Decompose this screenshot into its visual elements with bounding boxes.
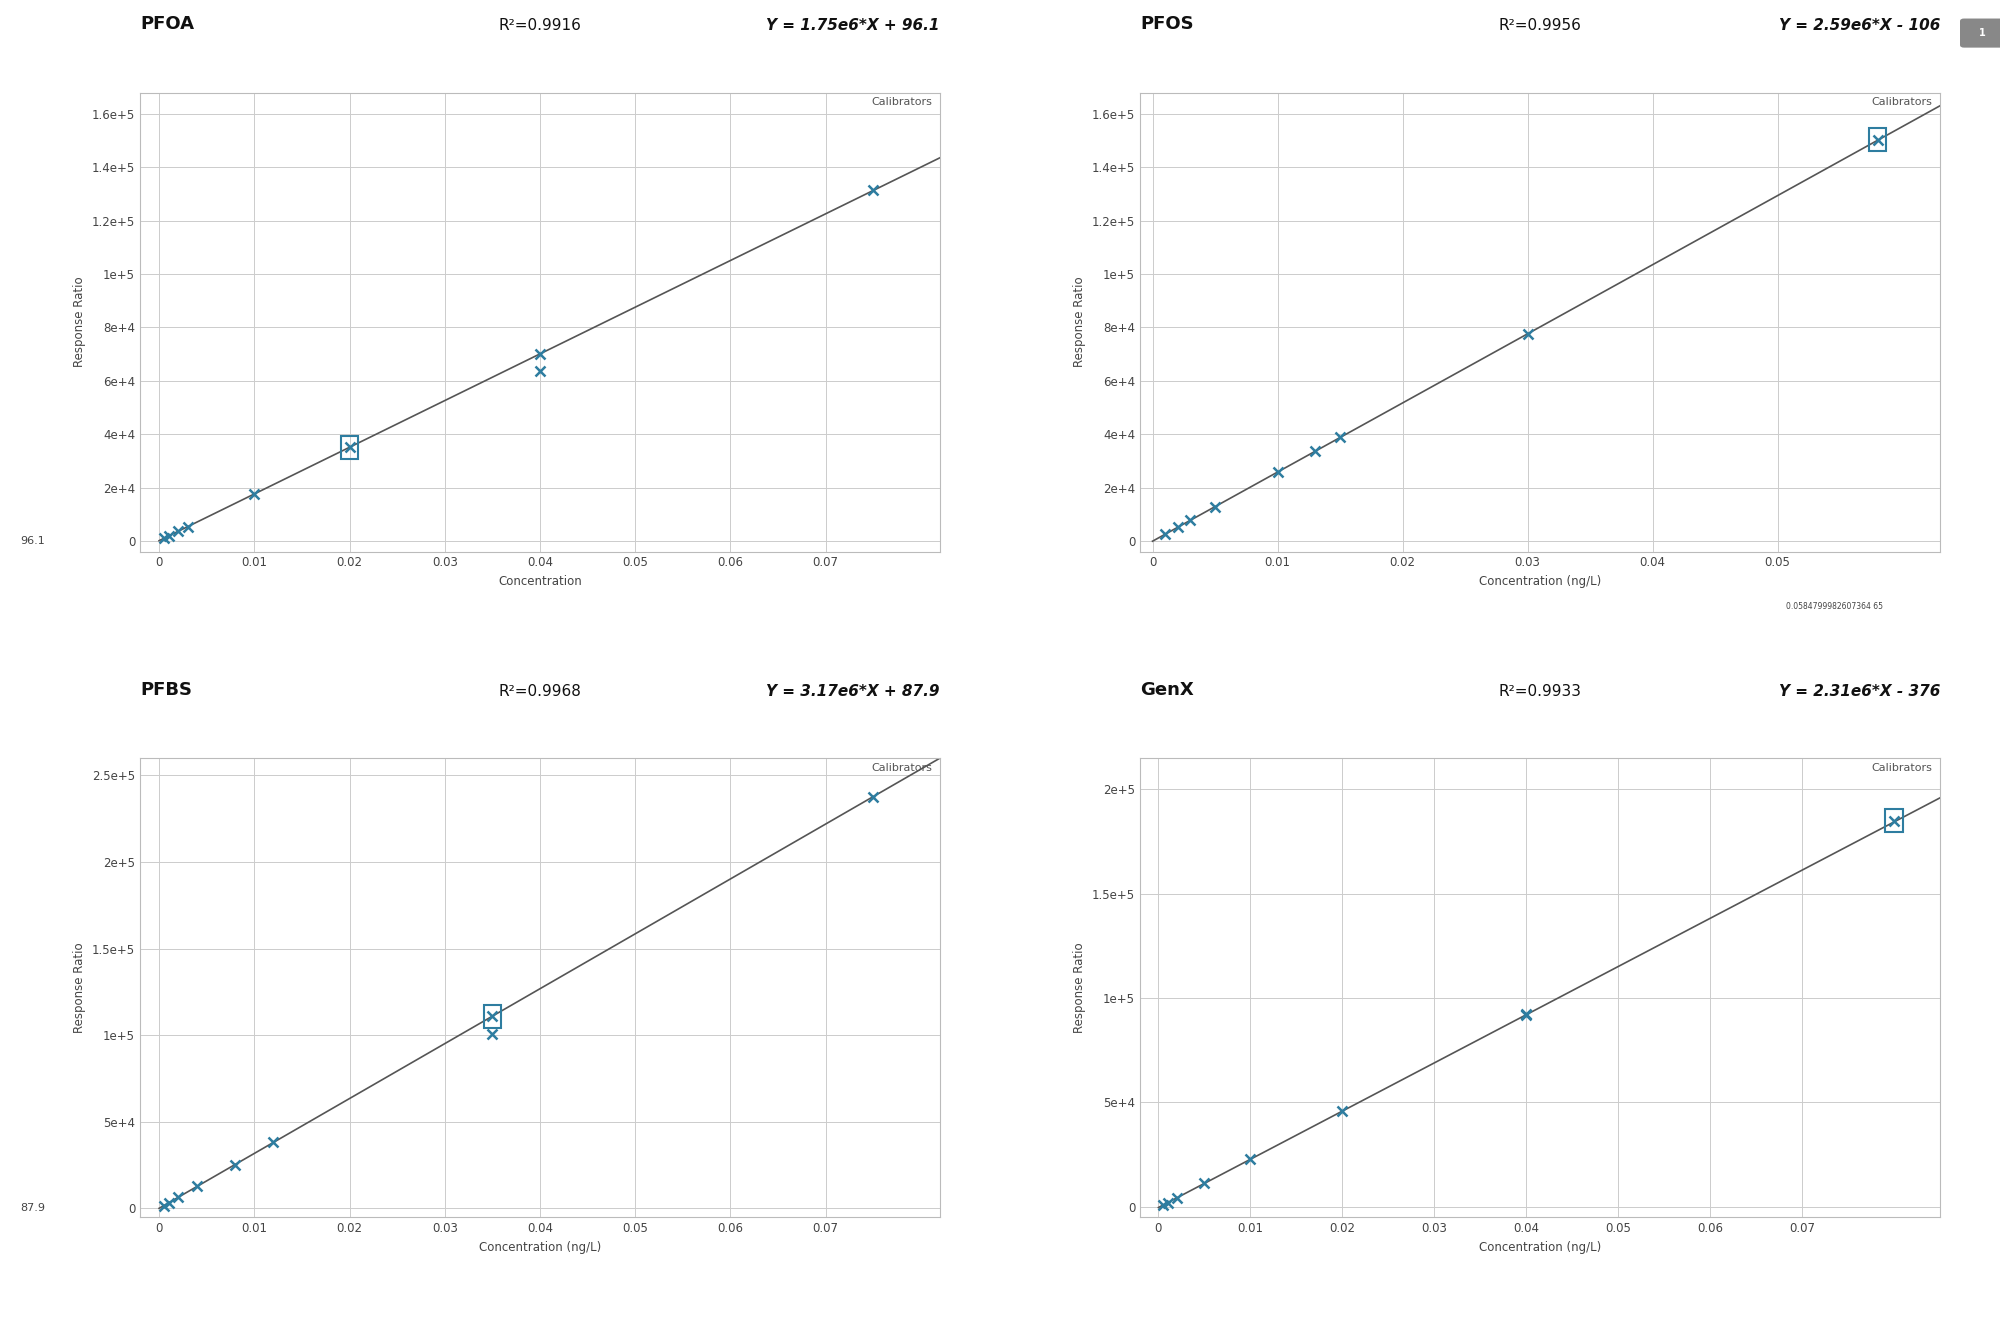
Y-axis label: Response Ratio: Response Ratio xyxy=(1074,277,1086,368)
Y-axis label: Response Ratio: Response Ratio xyxy=(74,942,86,1033)
Text: 1: 1 xyxy=(1978,28,1986,38)
Bar xyxy=(484,1004,502,1028)
Text: R²=0.9916: R²=0.9916 xyxy=(498,19,582,33)
X-axis label: Concentration (ng/L): Concentration (ng/L) xyxy=(478,1241,602,1254)
Text: R²=0.9933: R²=0.9933 xyxy=(1498,684,1582,699)
Text: 0.0584799982607364 65: 0.0584799982607364 65 xyxy=(1786,602,1884,611)
Text: Y = 1.75e6*X + 96.1: Y = 1.75e6*X + 96.1 xyxy=(766,19,940,33)
Text: R²=0.9956: R²=0.9956 xyxy=(1498,19,1582,33)
Text: GenX: GenX xyxy=(1140,680,1194,699)
Text: Calibrators: Calibrators xyxy=(1872,763,1932,773)
Text: 87.9: 87.9 xyxy=(20,1204,44,1213)
Text: PFOA: PFOA xyxy=(140,15,194,33)
Text: Calibrators: Calibrators xyxy=(872,763,932,773)
Text: Y = 2.59e6*X - 106: Y = 2.59e6*X - 106 xyxy=(1778,19,1940,33)
Bar xyxy=(1868,128,1886,151)
Text: R²=0.9968: R²=0.9968 xyxy=(498,684,582,699)
X-axis label: Concentration (ng/L): Concentration (ng/L) xyxy=(1478,1241,1602,1254)
X-axis label: Concentration (ng/L): Concentration (ng/L) xyxy=(1478,576,1602,587)
Text: Y = 2.31e6*X - 376: Y = 2.31e6*X - 376 xyxy=(1778,684,1940,699)
Text: Calibrators: Calibrators xyxy=(872,97,932,107)
Bar xyxy=(340,435,358,459)
Text: PFOS: PFOS xyxy=(1140,15,1194,33)
Text: Y = 3.17e6*X + 87.9: Y = 3.17e6*X + 87.9 xyxy=(766,684,940,699)
Bar xyxy=(1886,810,1902,832)
Y-axis label: Response Ratio: Response Ratio xyxy=(1074,942,1086,1033)
Text: PFBS: PFBS xyxy=(140,680,192,699)
Text: 96.1: 96.1 xyxy=(20,536,44,545)
Y-axis label: Response Ratio: Response Ratio xyxy=(74,277,86,368)
X-axis label: Concentration: Concentration xyxy=(498,576,582,587)
Text: Calibrators: Calibrators xyxy=(1872,97,1932,107)
